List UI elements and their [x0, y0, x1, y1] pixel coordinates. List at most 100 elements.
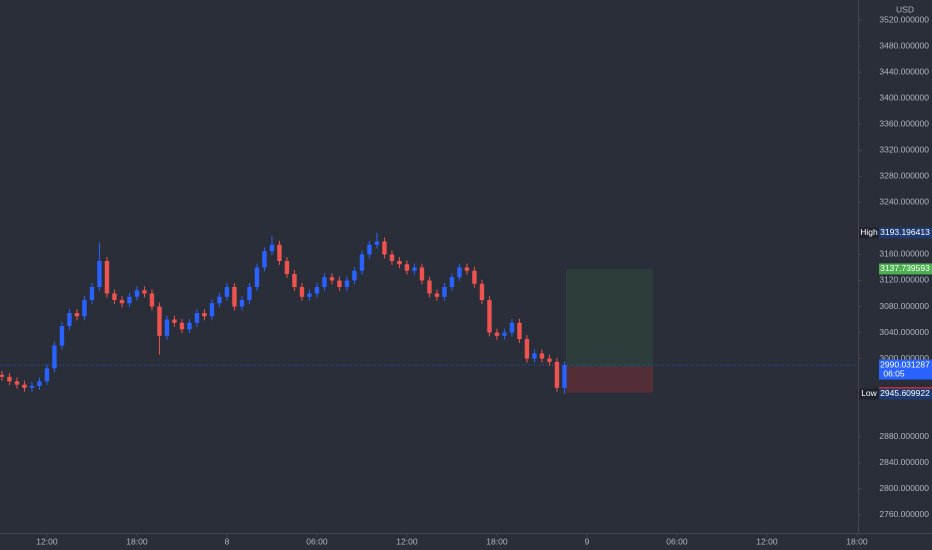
x-tick-label: 06:00 [306, 536, 328, 546]
candle-body [187, 322, 192, 330]
x-tick-label: 12:00 [756, 536, 778, 546]
candle-body [37, 381, 42, 386]
candle-body [292, 273, 297, 287]
low_marker-label-bg [859, 388, 879, 400]
y-tick-label: 3520.000000 [879, 14, 929, 24]
x-tick-label: 18:00 [846, 536, 868, 546]
x-tick-label: 06:00 [666, 536, 688, 546]
candle-body [112, 293, 117, 301]
candle-body [509, 322, 515, 333]
candle-body [172, 319, 177, 323]
candle-body [487, 300, 492, 333]
candle-body [209, 303, 215, 317]
candle-body [247, 287, 252, 301]
y-tick-label: 3400.000000 [879, 93, 929, 103]
last-price-tag-countdown: 06:05 [883, 368, 905, 378]
candle-body [539, 353, 545, 359]
y-tick-label: 2880.000000 [879, 431, 929, 441]
y-tick-label: 3360.000000 [879, 119, 929, 129]
candle-body [89, 287, 95, 301]
candle-body [127, 296, 132, 304]
y-tick-label: 3240.000000 [879, 197, 929, 207]
y-tick-label: 3120.000000 [879, 275, 929, 285]
target-tag-bg [879, 263, 932, 275]
candle-body [427, 280, 432, 294]
y-tick-label: 3040.000000 [879, 327, 929, 337]
candle-body [322, 277, 327, 287]
candle-body [232, 287, 237, 307]
candle-body [442, 287, 447, 297]
y-tick-label: 3320.000000 [879, 145, 929, 155]
candle-body [29, 385, 35, 388]
candle-body [329, 277, 335, 281]
y-tick-label: 2800.000000 [879, 483, 929, 493]
y-tick-label: 2840.000000 [879, 457, 929, 467]
candle-body [299, 287, 305, 297]
y-tick-label: 3440.000000 [879, 66, 929, 76]
candle-body [404, 264, 410, 271]
low_marker-value: 2945.609922 [880, 388, 930, 398]
candle-body [517, 322, 522, 340]
candle-body [314, 287, 320, 294]
loss-zone [565, 366, 653, 393]
candle-body [142, 290, 147, 294]
y-tick-label: 3280.000000 [879, 171, 929, 181]
candle-body [554, 361, 560, 388]
candle-body [239, 300, 245, 307]
profit-zone [565, 268, 653, 367]
target-tag: 3137.739593 [880, 263, 930, 273]
candle-body [352, 270, 357, 281]
candle-body [149, 293, 155, 307]
candle-body [284, 260, 290, 274]
candle-body [67, 313, 72, 327]
candle-body [307, 293, 312, 297]
y-tick-label: 2760.000000 [879, 509, 929, 519]
high_marker-value-bg [879, 227, 932, 239]
candle-body [104, 260, 110, 294]
candle-body [397, 260, 402, 265]
y-tick-label: 3480.000000 [879, 40, 929, 50]
candle-body [472, 270, 477, 284]
currency-label: USD [896, 4, 914, 14]
candle-body [202, 313, 207, 317]
candle-body [389, 254, 395, 261]
y-tick-label: 3160.000000 [879, 249, 929, 259]
high_marker-label-bg [859, 227, 879, 239]
candle-body [262, 251, 267, 268]
candle-body [164, 319, 170, 336]
candle-body [419, 267, 425, 281]
x-tick-label: 12:00 [396, 536, 418, 546]
candle-body [449, 277, 455, 287]
candle-body [82, 300, 87, 317]
candle-body [22, 384, 27, 388]
x-tick-label: 9 [585, 536, 590, 546]
x-tick-label: 8 [225, 536, 230, 546]
candle-body [59, 326, 65, 346]
high_marker-label: High [860, 227, 878, 237]
candle-body [382, 241, 387, 255]
candle-body [269, 244, 275, 252]
candle-body [254, 267, 260, 287]
candle-body [97, 260, 102, 287]
candle-body [359, 254, 365, 271]
y-tick-label: 3080.000000 [879, 301, 929, 311]
candle-body [374, 241, 380, 245]
low_marker-label: Low [861, 388, 877, 398]
candle-body [524, 339, 530, 359]
candle-body [14, 381, 20, 385]
candle-body [464, 267, 470, 271]
x-tick-label: 18:00 [486, 536, 508, 546]
candle-body [0, 374, 5, 377]
candle-body [224, 287, 230, 297]
last-price-tag-bg [879, 359, 932, 380]
x-tick-label: 12:00 [36, 536, 58, 546]
candle-body [502, 332, 507, 336]
last-price-tag: 2990.031287 [880, 359, 930, 369]
candle-body [337, 280, 342, 287]
candle-body [277, 244, 282, 261]
candle-body [194, 313, 200, 323]
candle-body [179, 322, 185, 330]
candle-body [479, 283, 485, 301]
